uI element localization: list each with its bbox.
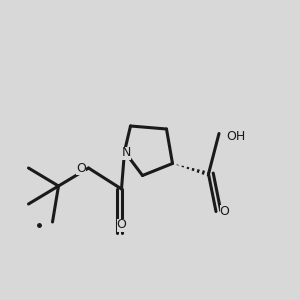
Text: O: O [220, 205, 230, 218]
Text: OH: OH [226, 130, 246, 143]
Text: N: N [121, 146, 131, 160]
Text: O: O [117, 218, 126, 232]
Text: O: O [76, 161, 86, 175]
